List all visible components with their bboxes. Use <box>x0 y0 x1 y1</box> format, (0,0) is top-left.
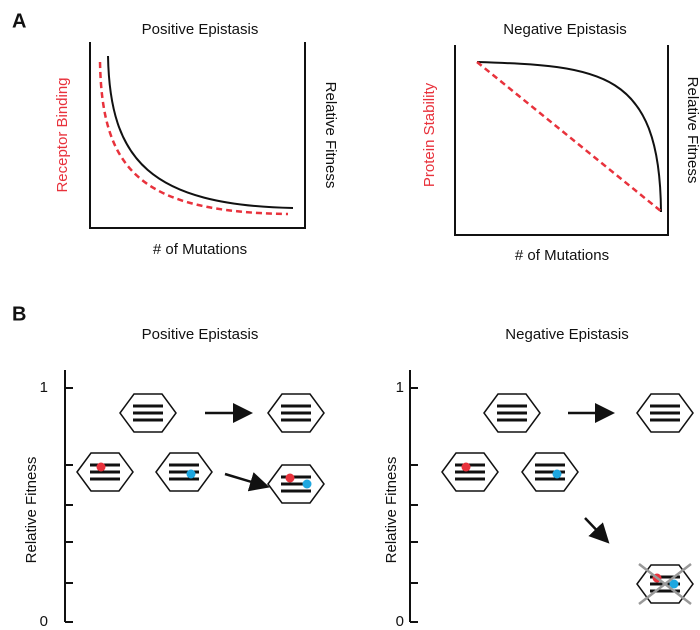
binding-curve <box>98 61 289 216</box>
tick-label: 1 <box>40 379 48 396</box>
plot-title: Negative Epistasis <box>505 326 628 343</box>
y-label: Protein Stability <box>421 82 438 187</box>
y2-label: Relative Fitness <box>684 77 700 184</box>
y-label: Relative Fitness <box>383 457 400 564</box>
mutation-red <box>96 462 106 472</box>
panel-label: A <box>12 10 26 32</box>
x-label: # of Mutations <box>515 247 609 264</box>
mutation-blue <box>552 469 562 479</box>
plot-title: Positive Epistasis <box>142 326 259 343</box>
tick-label: 0 <box>40 613 48 630</box>
arrow <box>584 517 610 544</box>
plot-title: Positive Epistasis <box>142 21 259 38</box>
genome <box>441 452 499 492</box>
mutation-blue <box>302 479 312 489</box>
genome <box>267 464 325 504</box>
axes <box>89 42 306 229</box>
genome <box>636 393 694 433</box>
genome <box>155 452 213 492</box>
panel-label: B <box>12 303 26 325</box>
mutation-blue <box>186 469 196 479</box>
genome <box>636 563 694 605</box>
tick-label: 1 <box>396 379 404 396</box>
tick-label: 0 <box>396 613 404 630</box>
arrow <box>224 472 270 492</box>
genome <box>483 393 541 433</box>
genome <box>76 452 134 492</box>
fitness-curve <box>476 61 662 213</box>
genome <box>521 452 579 492</box>
mutation-red <box>285 473 295 483</box>
y-label: Receptor Binding <box>54 77 71 192</box>
stability-line <box>476 61 663 213</box>
genome <box>267 393 325 433</box>
axes <box>454 45 669 236</box>
mutation-red <box>461 462 471 472</box>
y2-label: Relative Fitness <box>322 82 339 189</box>
mutation-blue <box>669 579 679 589</box>
fitness-curve <box>107 55 294 209</box>
x-label: # of Mutations <box>153 241 247 258</box>
y-label: Relative Fitness <box>23 457 40 564</box>
genome <box>119 393 177 433</box>
plot-title: Negative Epistasis <box>503 21 626 38</box>
cross <box>638 563 692 605</box>
